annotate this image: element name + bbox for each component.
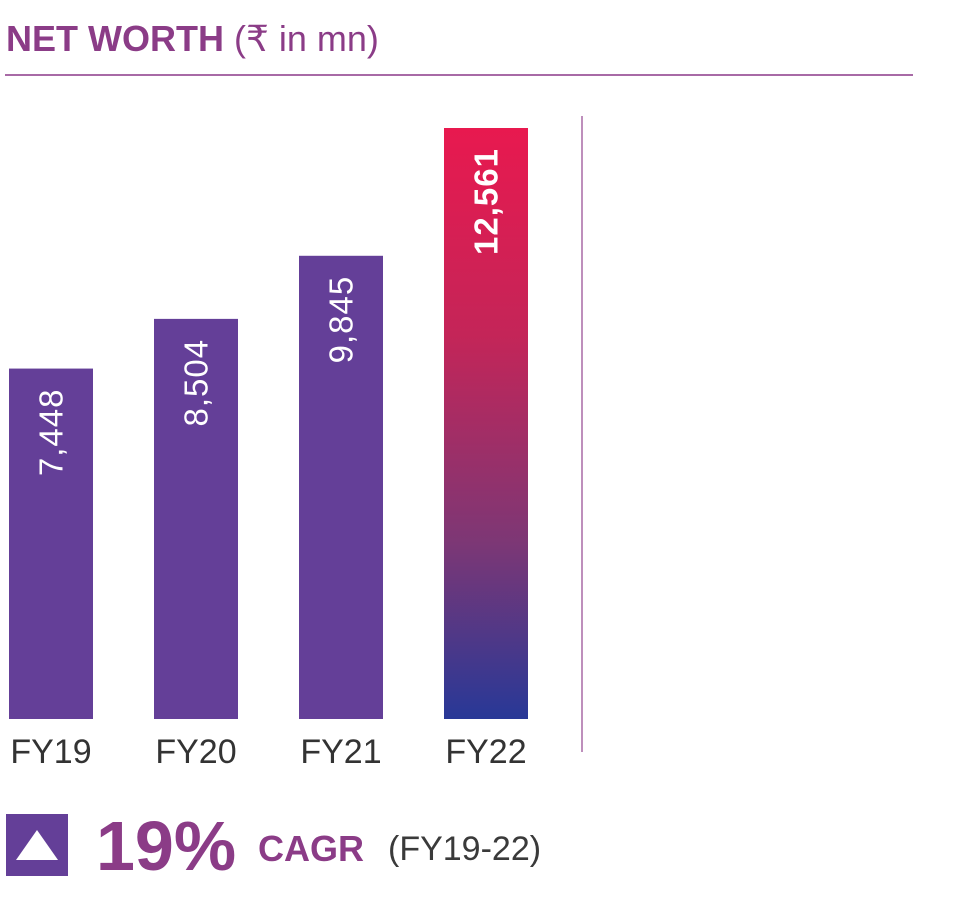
bar-value-label: 8,504: [178, 339, 215, 427]
x-tick-label: FY21: [300, 733, 381, 771]
bar-value-label: 9,845: [323, 276, 360, 364]
chart-title-text: NET WORTH: [6, 18, 224, 59]
cagr-label: CAGR: [258, 828, 364, 869]
bar-value-label: 12,561: [468, 148, 505, 255]
cagr-period: (FY19-22): [388, 830, 542, 868]
up-triangle-icon: [6, 814, 68, 876]
bar-fy19: [9, 368, 93, 719]
x-tick-label: FY19: [10, 733, 91, 771]
cagr-value: 19%: [96, 807, 237, 885]
bar-fy22: [444, 128, 528, 719]
bar-chart: 7,448 FY19 8,504 FY20 9,845 FY21 12,561 FY22: [9, 116, 583, 771]
chart-unit: (₹ in mn): [233, 18, 379, 59]
title-divider: [5, 74, 913, 76]
x-tick-label: FY20: [155, 733, 236, 771]
bar-value-label: 7,448: [33, 389, 70, 477]
x-tick-label: FY22: [445, 733, 526, 771]
bar-fy20: [154, 318, 238, 719]
chart-title: NET WORTH (₹ in mn): [6, 14, 379, 64]
bar-fy21: [299, 255, 383, 719]
